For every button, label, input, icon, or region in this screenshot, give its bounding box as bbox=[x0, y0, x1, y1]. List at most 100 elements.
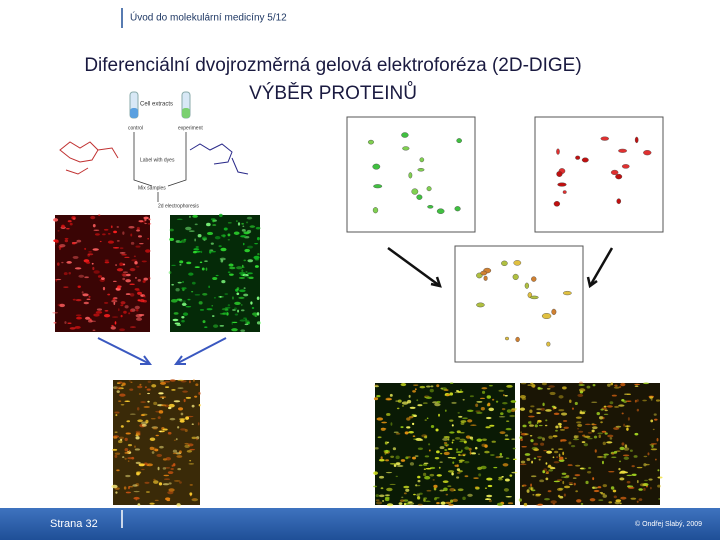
gel-spot bbox=[449, 431, 455, 434]
gel-spot bbox=[139, 242, 144, 245]
gel-spot bbox=[562, 451, 565, 456]
gel-spot bbox=[191, 423, 194, 426]
gel-spot bbox=[624, 425, 631, 428]
gel-spot bbox=[194, 294, 201, 296]
gel-spot bbox=[503, 393, 505, 397]
protein-spot bbox=[618, 148, 627, 153]
gel-image bbox=[113, 380, 200, 505]
gel-spot bbox=[173, 439, 176, 442]
gel-spot bbox=[611, 456, 617, 459]
gel-spot bbox=[195, 437, 198, 441]
gel-spot bbox=[139, 299, 145, 303]
gel-spot bbox=[111, 324, 114, 327]
gel-spot bbox=[92, 266, 95, 271]
gel-spot bbox=[520, 460, 526, 464]
gel-spot bbox=[180, 428, 186, 431]
gel-spot bbox=[112, 386, 118, 390]
gel-spot bbox=[202, 320, 206, 324]
gel-spot bbox=[526, 489, 530, 493]
gel-spot bbox=[471, 452, 477, 455]
gel-spot bbox=[376, 417, 384, 421]
gel-spot bbox=[114, 411, 120, 414]
gel-spot bbox=[180, 239, 186, 243]
gel-spot bbox=[584, 435, 591, 439]
gel-spot bbox=[124, 437, 128, 442]
gel-spot bbox=[390, 422, 393, 426]
gel-spot bbox=[395, 455, 400, 460]
protein-spot bbox=[546, 341, 551, 347]
gel-spot bbox=[115, 264, 117, 266]
gel-spot bbox=[467, 419, 473, 423]
gel-spot bbox=[611, 394, 617, 397]
gel-spot bbox=[189, 492, 193, 496]
gel-spot bbox=[158, 482, 163, 486]
gel-spot bbox=[232, 309, 236, 311]
gel-spot bbox=[573, 435, 578, 439]
gel-spot bbox=[179, 298, 183, 302]
gel-spot bbox=[379, 475, 385, 479]
gel-spot bbox=[445, 501, 452, 504]
gel-spot bbox=[609, 437, 613, 440]
gel-spot bbox=[621, 442, 625, 446]
gel-spot bbox=[604, 432, 608, 435]
scheme-text: experiment bbox=[178, 125, 203, 131]
gel-spot bbox=[621, 399, 625, 402]
gel-spot bbox=[151, 384, 157, 388]
gel-spot bbox=[548, 464, 552, 468]
protein-spot bbox=[427, 205, 434, 209]
gel-spot bbox=[87, 253, 94, 256]
gel-spot bbox=[454, 436, 461, 440]
gel-spot bbox=[538, 458, 541, 461]
gel-spot bbox=[176, 324, 182, 327]
gel-spot bbox=[412, 456, 417, 460]
gel-spot bbox=[181, 316, 185, 319]
gel-spot bbox=[602, 484, 608, 488]
panel-arrows bbox=[387, 246, 614, 288]
gel-spot bbox=[120, 314, 123, 318]
copyright: © Ondřej Slabý, 2009 bbox=[635, 520, 702, 528]
gel-spot bbox=[603, 453, 610, 456]
gel-spot bbox=[138, 299, 141, 302]
gel-spot bbox=[389, 463, 397, 465]
gel-spot bbox=[142, 294, 146, 297]
gel-spot bbox=[488, 499, 492, 503]
gel-spot bbox=[191, 290, 194, 293]
gel-spot bbox=[559, 425, 562, 429]
gel-spot bbox=[443, 435, 450, 439]
gel-spot bbox=[142, 280, 146, 283]
gel-spot bbox=[607, 383, 611, 387]
gel-spot bbox=[419, 438, 424, 442]
gel-spot bbox=[622, 454, 630, 457]
gel-spot bbox=[440, 501, 446, 505]
gel-spot bbox=[243, 293, 249, 297]
gel-spot bbox=[90, 215, 96, 220]
gel-spot bbox=[144, 217, 147, 222]
gel-spot bbox=[173, 400, 181, 403]
gel-spot bbox=[537, 503, 543, 506]
gel-spot bbox=[509, 414, 516, 418]
gel-spot bbox=[636, 408, 640, 412]
gel-spot bbox=[470, 424, 477, 426]
gel-spot bbox=[64, 237, 69, 240]
gel-spot bbox=[650, 398, 653, 401]
gel-spot bbox=[193, 379, 195, 382]
gel-spot bbox=[123, 486, 127, 490]
gel-spot bbox=[257, 253, 260, 256]
gel-spot bbox=[68, 271, 72, 275]
scheme-text: Cell extracts bbox=[140, 102, 173, 108]
gel-spot bbox=[144, 386, 147, 389]
gel-spot bbox=[243, 259, 247, 262]
gel-spot bbox=[562, 419, 568, 422]
gel-spot bbox=[134, 445, 136, 448]
gel-spot bbox=[587, 431, 593, 434]
gel-spot bbox=[157, 416, 161, 420]
gel-spot bbox=[210, 242, 214, 245]
protein-spot bbox=[411, 188, 419, 195]
gel-spot bbox=[579, 381, 583, 385]
gel-spot bbox=[194, 266, 200, 268]
gel-spot bbox=[638, 488, 643, 491]
gel-spot bbox=[147, 222, 152, 225]
gel-spot bbox=[221, 308, 229, 311]
gel-spot bbox=[136, 471, 142, 474]
